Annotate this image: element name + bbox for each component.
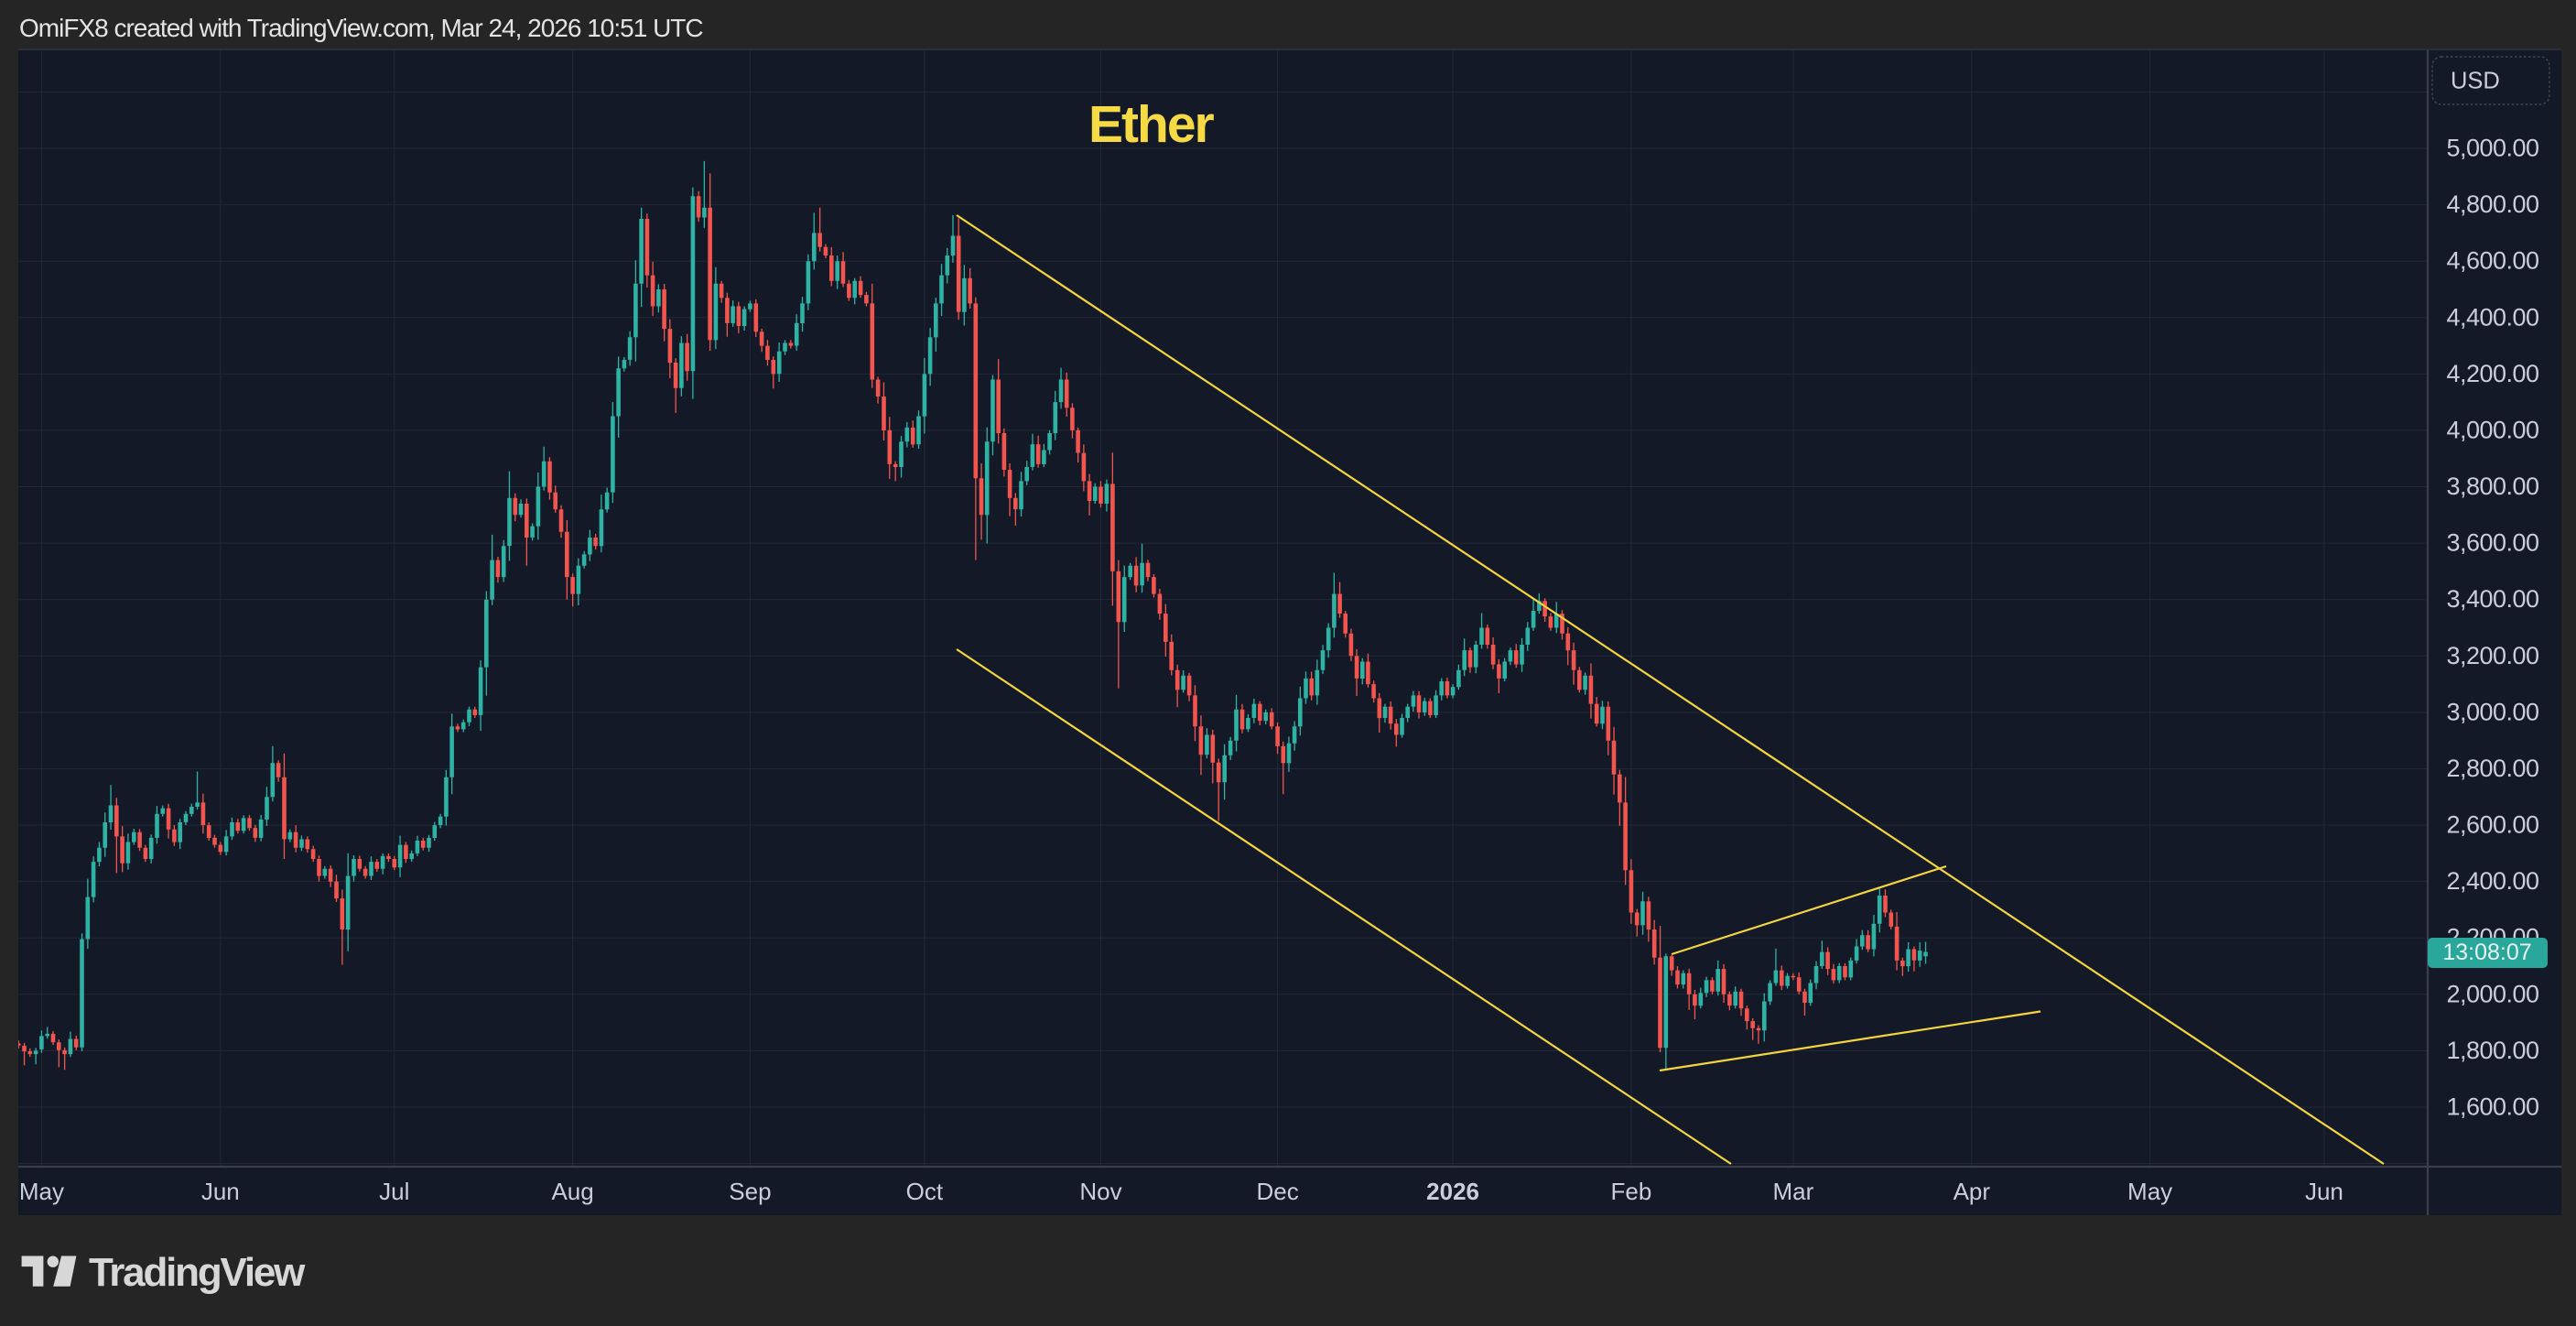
svg-text:2,800.00: 2,800.00 <box>2446 755 2538 782</box>
svg-text:2,400.00: 2,400.00 <box>2446 867 2538 895</box>
svg-text:USD: USD <box>2451 69 2500 94</box>
svg-text:May: May <box>2127 1178 2172 1205</box>
svg-text:4,200.00: 4,200.00 <box>2446 360 2538 387</box>
svg-text:Oct: Oct <box>906 1178 944 1205</box>
svg-text:Jul: Jul <box>379 1178 409 1205</box>
svg-text:2026: 2026 <box>1426 1178 1479 1205</box>
svg-text:3,200.00: 3,200.00 <box>2446 642 2538 669</box>
svg-text:4,400.00: 4,400.00 <box>2446 303 2538 331</box>
svg-text:1,600.00: 1,600.00 <box>2446 1093 2538 1121</box>
svg-text:2,000.00: 2,000.00 <box>2446 980 2538 1007</box>
svg-text:13:08:07: 13:08:07 <box>2442 940 2531 965</box>
svg-text:3,800.00: 3,800.00 <box>2446 473 2538 500</box>
svg-text:3,400.00: 3,400.00 <box>2446 585 2538 613</box>
svg-text:4,800.00: 4,800.00 <box>2446 190 2538 218</box>
svg-text:Aug: Aug <box>551 1178 593 1205</box>
svg-text:Feb: Feb <box>1610 1178 1651 1205</box>
svg-text:5,000.00: 5,000.00 <box>2446 135 2538 162</box>
svg-text:1,800.00: 1,800.00 <box>2446 1037 2538 1064</box>
svg-text:Jun: Jun <box>2305 1178 2343 1205</box>
svg-text:Apr: Apr <box>1954 1178 1991 1205</box>
svg-text:OmiFX8 created with TradingVie: OmiFX8 created with TradingView.com, Mar… <box>19 14 703 42</box>
svg-text:Mar: Mar <box>1773 1178 1814 1205</box>
svg-text:Sep: Sep <box>729 1178 771 1205</box>
svg-text:Ether: Ether <box>1088 95 1215 154</box>
svg-text:3,000.00: 3,000.00 <box>2446 698 2538 725</box>
svg-text:Jun: Jun <box>201 1178 240 1205</box>
svg-text:Dec: Dec <box>1256 1178 1298 1205</box>
svg-text:Nov: Nov <box>1079 1178 1121 1205</box>
svg-text:3,600.00: 3,600.00 <box>2446 529 2538 557</box>
svg-text:2,600.00: 2,600.00 <box>2446 811 2538 839</box>
svg-text:4,600.00: 4,600.00 <box>2446 247 2538 275</box>
svg-text:May: May <box>19 1178 64 1205</box>
svg-text:4,000.00: 4,000.00 <box>2446 416 2538 443</box>
svg-text:TradingView: TradingView <box>89 1250 306 1295</box>
